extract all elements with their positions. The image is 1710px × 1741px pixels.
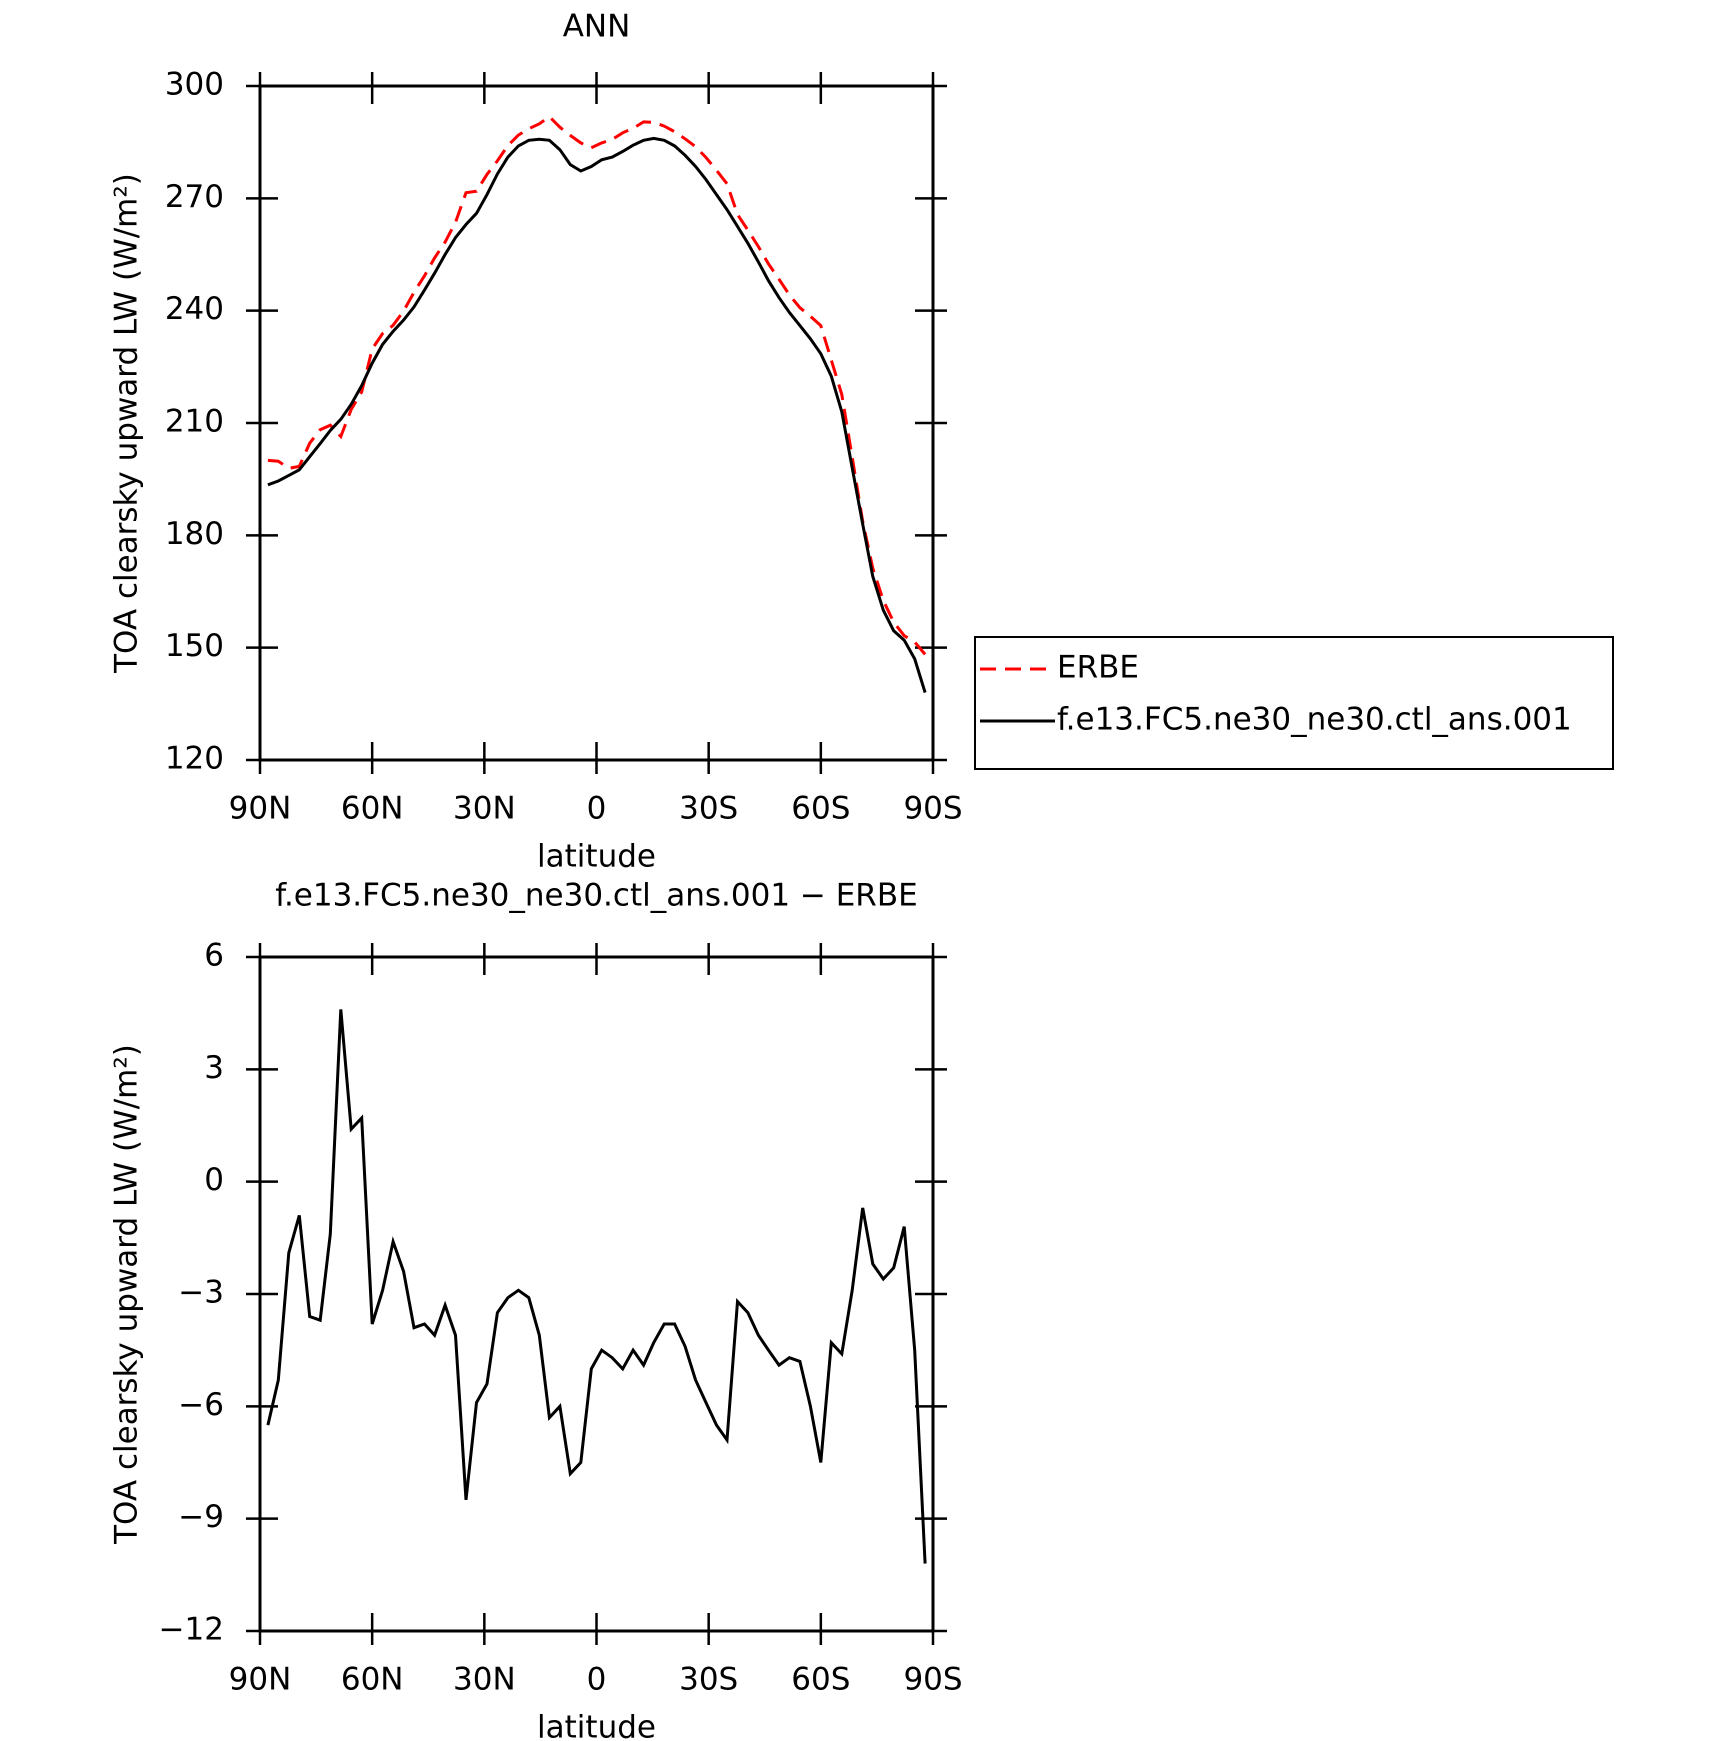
x-tick-label: 90S [903, 1662, 962, 1698]
y-tick-label: −12 [159, 1612, 224, 1648]
plot-frame [258, 955, 935, 1633]
y-tick-label: −9 [178, 1499, 224, 1535]
legend-box [974, 636, 1614, 770]
y-tick-label: −6 [178, 1387, 224, 1423]
x-tick-label: 60N [341, 1662, 404, 1698]
y-tick-label: 150 [165, 628, 224, 664]
x-tick-label: 90N [229, 1662, 292, 1698]
x-tick-label: 30N [453, 1662, 516, 1698]
y-tick-label: 0 [204, 1162, 224, 1198]
x-tick-label: 30N [453, 791, 516, 827]
y-tick-label: 6 [204, 938, 224, 974]
x-tick-label: 90N [229, 791, 292, 827]
y-tick-label: 270 [165, 179, 224, 215]
x-tick-label: 30S [679, 1662, 738, 1698]
x-tick-label: 60S [791, 1662, 850, 1698]
y-tick-label: 240 [165, 291, 224, 327]
chart-title: ANN [563, 9, 631, 45]
y-tick-label: 180 [165, 516, 224, 552]
x-tick-label: 30S [679, 791, 738, 827]
y-tick-label: 300 [165, 67, 224, 103]
y-axis-label: TOA clearsky upward LW (W/m²) [109, 173, 145, 674]
data-line [267, 136, 927, 694]
x-tick-label: 0 [587, 791, 607, 827]
y-tick-label: 210 [165, 404, 224, 440]
x-tick-label: 0 [587, 1662, 607, 1698]
y-tick-label: −3 [178, 1275, 224, 1311]
data-line [266, 1009, 927, 1564]
y-axis-label: TOA clearsky upward LW (W/m²) [109, 1044, 145, 1545]
legend-label: ERBE [1057, 650, 1139, 686]
legend-label: f.e13.FC5.ne30_ne30.ctl_ans.001 [1057, 702, 1572, 738]
plot-frame [258, 84, 935, 762]
x-axis-label: latitude [537, 1710, 656, 1741]
x-axis-label: latitude [537, 839, 656, 875]
chart-title: f.e13.FC5.ne30_ne30.ctl_ans.001 − ERBE [275, 878, 917, 914]
y-tick-label: 120 [165, 741, 224, 777]
x-tick-label: 90S [903, 791, 962, 827]
y-tick-label: 3 [204, 1050, 224, 1086]
x-tick-label: 60N [341, 791, 404, 827]
data-line [267, 114, 927, 656]
x-tick-label: 60S [791, 791, 850, 827]
